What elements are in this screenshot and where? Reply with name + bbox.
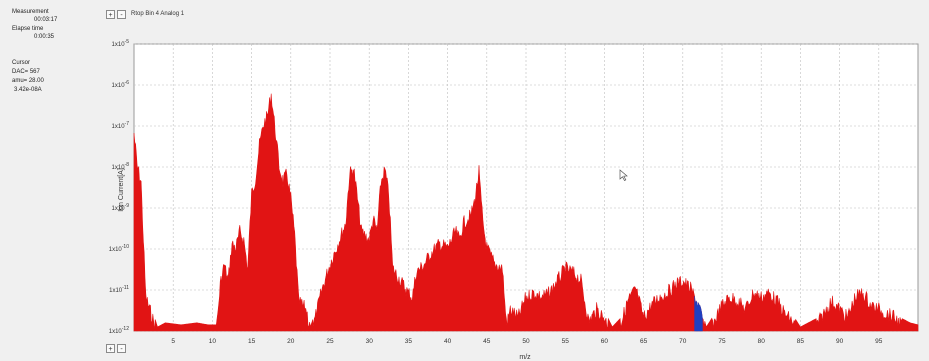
y-tick-label: 1x10-6 <box>112 80 130 89</box>
x-tick-label: 95 <box>875 338 883 345</box>
x-tick-label: 80 <box>758 338 766 345</box>
x-tick-label: 20 <box>287 338 295 345</box>
y-tick-label: 1x10-5 <box>112 39 130 48</box>
x-tick-label: 45 <box>483 338 491 345</box>
x-tick-label: 75 <box>718 338 726 345</box>
info-panel: Measurement 00:03:17 Elapse time 0:00:35… <box>0 0 98 361</box>
x-tick-label: 55 <box>562 338 570 345</box>
elapsed-label: Elapse time <box>12 26 44 32</box>
x-tick-label: 65 <box>640 338 648 345</box>
elapsed-value: 0:00:35 <box>34 34 55 40</box>
measurement-label: Measurement <box>12 9 49 15</box>
mouse-cursor-icon <box>619 169 628 181</box>
x-tick-label: 35 <box>405 338 413 345</box>
x-tick-label: 70 <box>679 338 687 345</box>
y-tick-labels: 1x10-5 1x10-6 1x10-7 1x10-8 1x10-9 1x10-10 1x1… <box>109 39 129 335</box>
spectrum-series-area <box>133 93 919 332</box>
y-tick-label: 1x10-12 <box>109 326 129 335</box>
x-tick-label: 25 <box>326 338 334 345</box>
y-axis-label: Ion Current[A] <box>118 168 125 212</box>
y-tick-label: 1x10-7 <box>112 121 130 130</box>
cursor-amu: amu= 28.00 <box>12 78 44 84</box>
cursor-label: Cursor <box>12 60 31 66</box>
y-tick-label: 1x10-8 <box>112 162 130 171</box>
y-tick-label: 1x10-10 <box>109 244 129 253</box>
spectrum-area <box>133 93 919 332</box>
cursor-dac: DAC= 567 <box>12 69 40 75</box>
y-tick-label: 1x10-9 <box>112 203 130 212</box>
x-tick-labels: 5 10 15 20 25 30 35 40 45 50 55 60 65 70 75 80 85 90 95 <box>171 338 882 345</box>
highlighted-peak-area <box>694 296 703 332</box>
x-tick-label: 85 <box>797 338 805 345</box>
x-tick-label: 15 <box>248 338 256 345</box>
x-zoom-in-button[interactable]: + <box>106 344 115 353</box>
x-tick-label: 40 <box>444 338 452 345</box>
y-zoom-in-button[interactable]: + <box>106 10 115 19</box>
x-axis-label: m/z <box>519 354 531 361</box>
y-zoom-out-button[interactable]: - <box>117 10 126 19</box>
x-tick-label: 10 <box>209 338 217 345</box>
x-tick-label: 60 <box>601 338 609 345</box>
measurement-value: 00:03:17 <box>34 17 58 23</box>
toolbar-title: Rtop Bin 4 Analog 1 <box>131 11 185 17</box>
cursor-current: 3.42e-08A <box>14 87 42 93</box>
y-tick-label: 1x10-11 <box>109 285 129 294</box>
x-tick-label: 50 <box>522 338 530 345</box>
x-tick-label: 30 <box>366 338 374 345</box>
x-tick-label: 5 <box>171 338 175 345</box>
x-tick-label: 90 <box>836 338 844 345</box>
x-zoom-out-button[interactable]: - <box>117 344 126 353</box>
